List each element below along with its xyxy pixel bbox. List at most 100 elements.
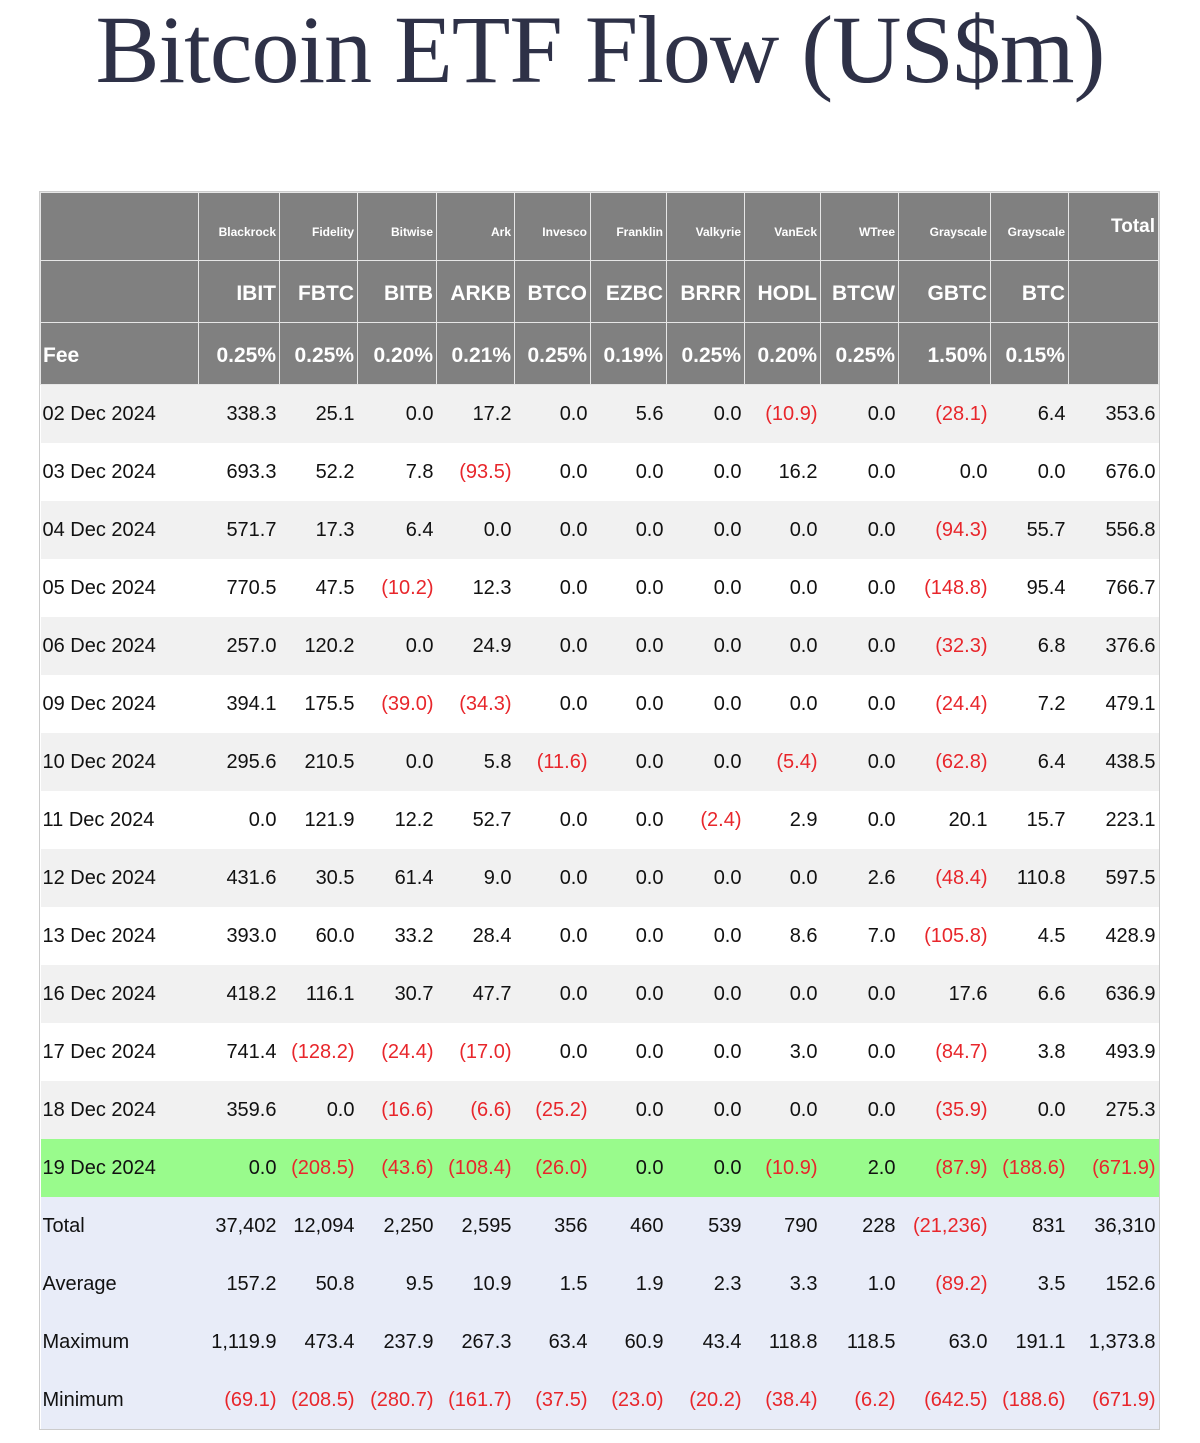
- flow-cell: 52.7: [436, 791, 515, 849]
- ticker-header: IBIT: [198, 260, 280, 323]
- flow-cell: 0.0: [666, 965, 745, 1023]
- flow-cell: 428.9: [1068, 907, 1159, 965]
- flow-cell: 359.6: [198, 1081, 280, 1139]
- flow-cell: 52.2: [279, 443, 358, 501]
- flow-cell: 0.0: [514, 675, 591, 733]
- date-cell: 09 Dec 2024: [40, 675, 199, 733]
- summary-cell: 460: [590, 1197, 667, 1255]
- issuer-header: Grayscale: [990, 192, 1069, 261]
- summary-cell: 157.2: [198, 1255, 280, 1313]
- summary-cell: 1,373.8: [1068, 1313, 1159, 1371]
- summary-label: Minimum: [40, 1371, 199, 1429]
- flow-cell: 2.0: [820, 1139, 899, 1197]
- flow-cell: (25.2): [514, 1081, 591, 1139]
- flow-cell: 95.4: [990, 559, 1069, 617]
- summary-cell: 1.9: [590, 1255, 667, 1313]
- flow-cell: 0.0: [898, 443, 991, 501]
- flow-cell: 0.0: [820, 1081, 899, 1139]
- flow-cell: 766.7: [1068, 559, 1159, 617]
- flow-cell: 2.9: [744, 791, 821, 849]
- date-cell: 17 Dec 2024: [40, 1023, 199, 1081]
- flow-cell: 30.5: [279, 849, 358, 907]
- flow-cell: 7.0: [820, 907, 899, 965]
- flow-cell: 0.0: [820, 791, 899, 849]
- ticker-header: BTCW: [820, 260, 899, 323]
- flow-cell: 0.0: [198, 791, 280, 849]
- ticker-header: BTC: [990, 260, 1069, 323]
- ticker-header: BRRR: [666, 260, 745, 323]
- flow-cell: 0.0: [514, 617, 591, 675]
- flow-cell: 479.1: [1068, 675, 1159, 733]
- summary-cell: 539: [666, 1197, 745, 1255]
- flow-cell: 0.0: [744, 965, 821, 1023]
- flow-cell: 7.8: [357, 443, 437, 501]
- flow-cell: (62.8): [898, 733, 991, 791]
- flow-cell: 0.0: [666, 733, 745, 791]
- flow-cell: 0.0: [590, 1023, 667, 1081]
- fee-row: Fee 0.25% 0.25% 0.20% 0.21% 0.25% 0.19% 0.25% 0.…: [40, 322, 1159, 385]
- flow-cell: 0.0: [666, 501, 745, 559]
- flow-cell: (6.6): [436, 1081, 515, 1139]
- flow-cell: (10.9): [744, 384, 821, 443]
- fee-cell: 0.25%: [666, 322, 745, 385]
- issuer-header: Blackrock: [198, 192, 280, 261]
- flow-cell: 17.3: [279, 501, 358, 559]
- summary-cell: 3.3: [744, 1255, 821, 1313]
- flow-cell: 0.0: [514, 501, 591, 559]
- flow-cell: 47.5: [279, 559, 358, 617]
- summary-cell: 50.8: [279, 1255, 358, 1313]
- empty-cell: [1068, 322, 1159, 385]
- issuer-header: VanEck: [744, 192, 821, 261]
- data-row: 18 Dec 2024 359.6 0.0 (16.6) (6.6) (25.2) 0.0 0…: [40, 1081, 1159, 1139]
- total-header: Total: [1068, 192, 1159, 261]
- flow-cell: 55.7: [990, 501, 1069, 559]
- data-row: 06 Dec 2024 257.0 120.2 0.0 24.9 0.0 0.0 0.0 0.0…: [40, 617, 1159, 675]
- date-cell: 12 Dec 2024: [40, 849, 199, 907]
- summary-cell: (20.2): [666, 1371, 745, 1429]
- flow-cell: 0.0: [820, 501, 899, 559]
- flow-cell: 0.0: [590, 617, 667, 675]
- flow-cell: 693.3: [198, 443, 280, 501]
- flow-cell: 61.4: [357, 849, 437, 907]
- flow-cell: 0.0: [590, 965, 667, 1023]
- table-body: Blackrock Fidelity Bitwise Ark Invesco Frankl…: [40, 192, 1159, 1429]
- flow-cell: 6.4: [990, 733, 1069, 791]
- flow-cell: 0.0: [820, 443, 899, 501]
- flow-cell: (188.6): [990, 1139, 1069, 1197]
- ticker-header: BITB: [357, 260, 437, 323]
- date-cell: 13 Dec 2024: [40, 907, 199, 965]
- flow-cell: 0.0: [590, 733, 667, 791]
- summary-cell: 3.5: [990, 1255, 1069, 1313]
- date-cell: 05 Dec 2024: [40, 559, 199, 617]
- summary-cell: (161.7): [436, 1371, 515, 1429]
- flow-cell: 393.0: [198, 907, 280, 965]
- flow-cell: 5.6: [590, 384, 667, 443]
- flow-cell: 60.0: [279, 907, 358, 965]
- summary-cell: 267.3: [436, 1313, 515, 1371]
- flow-cell: (671.9): [1068, 1139, 1159, 1197]
- flow-cell: 0.0: [666, 559, 745, 617]
- flow-cell: (128.2): [279, 1023, 358, 1081]
- summary-cell: 2.3: [666, 1255, 745, 1313]
- ticker-header: FBTC: [279, 260, 358, 323]
- summary-label: Total: [40, 1197, 199, 1255]
- flow-cell: 121.9: [279, 791, 358, 849]
- ticker-row: IBIT FBTC BITB ARKB BTCO EZBC BRRR HODL BTCW GBTC…: [40, 260, 1159, 323]
- summary-cell: (89.2): [898, 1255, 991, 1313]
- data-row: 11 Dec 2024 0.0 121.9 12.2 52.7 0.0 0.0 (2.4) 2.…: [40, 791, 1159, 849]
- flow-cell: 16.2: [744, 443, 821, 501]
- flow-cell: 0.0: [744, 675, 821, 733]
- flow-cell: (87.9): [898, 1139, 991, 1197]
- summary-cell: 1.5: [514, 1255, 591, 1313]
- summary-cell: 790: [744, 1197, 821, 1255]
- data-row: 04 Dec 2024 571.7 17.3 6.4 0.0 0.0 0.0 0.0 0.0 0.…: [40, 501, 1159, 559]
- summary-cell: 12,094: [279, 1197, 358, 1255]
- flow-cell: (208.5): [279, 1139, 358, 1197]
- flow-cell: 0.0: [820, 675, 899, 733]
- date-cell: 18 Dec 2024: [40, 1081, 199, 1139]
- flow-cell: 0.0: [744, 617, 821, 675]
- issuer-header: Grayscale: [898, 192, 991, 261]
- flow-cell: 0.0: [590, 443, 667, 501]
- flow-cell: 17.6: [898, 965, 991, 1023]
